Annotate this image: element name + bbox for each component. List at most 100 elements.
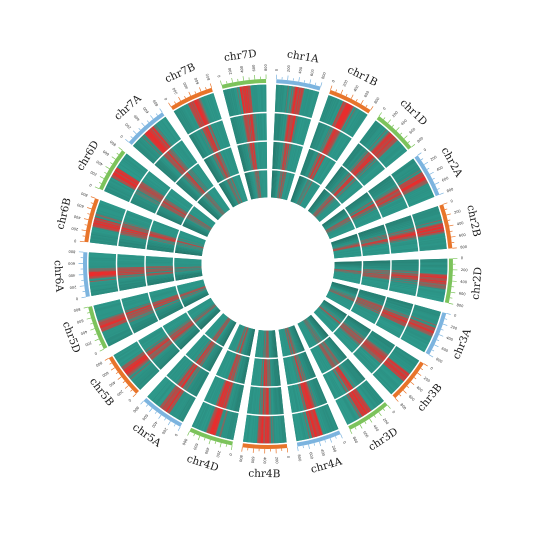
heat-bin — [196, 130, 211, 156]
heat-bin — [385, 216, 412, 227]
heat-bin — [298, 323, 312, 348]
heat-bin — [263, 170, 266, 198]
heat-bin — [390, 242, 418, 247]
heat-bin — [384, 303, 411, 314]
heat-bin — [142, 179, 166, 196]
heat-bin — [389, 287, 417, 294]
heat-bin — [384, 304, 411, 315]
heat-bin — [394, 165, 419, 182]
heat-bin — [271, 170, 274, 198]
heat-bin — [290, 145, 298, 172]
tick-label: 400 — [436, 165, 445, 172]
heat-bin — [155, 123, 174, 146]
heat-bin — [179, 232, 206, 243]
heat-bin — [242, 328, 251, 355]
heat-bin — [391, 267, 419, 270]
heat-bin — [389, 354, 413, 372]
heat-bin — [212, 317, 229, 341]
heat-bin — [352, 307, 377, 321]
heat-bin — [380, 365, 402, 385]
scale-tick — [423, 161, 429, 165]
heat-bin — [130, 201, 156, 214]
heat-bin — [361, 165, 383, 184]
heat-bin — [190, 301, 214, 318]
heat-bin — [310, 191, 329, 214]
heat-bin — [306, 381, 317, 408]
heat-bin — [188, 213, 212, 229]
heat-bin — [196, 307, 218, 326]
heat-bin — [360, 345, 382, 365]
heat-bin — [147, 338, 171, 357]
heat-bin — [394, 164, 418, 181]
heat-bin — [346, 316, 370, 333]
heat-bin — [362, 166, 385, 185]
heat-bin — [221, 150, 233, 176]
heat-bin — [314, 311, 335, 331]
heat-bin — [245, 414, 251, 443]
heat-bin — [363, 124, 383, 147]
heat-bin — [333, 250, 362, 256]
heat-bin — [362, 250, 390, 254]
heat-bin — [386, 220, 413, 230]
heat-bin — [271, 330, 274, 358]
heat-bin — [107, 182, 133, 196]
scale-tick — [423, 363, 428, 367]
heat-bin — [219, 320, 234, 345]
heat-bin — [174, 251, 202, 256]
heat-bin — [333, 135, 349, 160]
heat-bin — [304, 351, 317, 377]
heat-bin — [261, 113, 264, 141]
heat-bin — [204, 194, 224, 216]
scale-tick — [86, 317, 92, 320]
heat-bin — [349, 112, 366, 137]
heat-bin — [232, 384, 240, 411]
heat-bin — [360, 237, 388, 245]
heat-bin — [181, 176, 202, 197]
heat-bin — [390, 248, 419, 253]
heat-bin — [124, 301, 151, 312]
heat-bin — [135, 366, 157, 387]
heat-bin — [148, 377, 168, 399]
heat-bin — [404, 184, 430, 198]
heat-bin — [359, 290, 386, 300]
heat-bin — [340, 106, 355, 131]
heat-bin — [147, 130, 167, 152]
heat-bin — [105, 187, 131, 200]
heat-bin — [317, 201, 339, 221]
heat-bin — [197, 201, 219, 221]
heat-bin — [213, 187, 230, 210]
heat-bin — [168, 149, 188, 172]
heat-bin — [114, 342, 139, 358]
heat-bin — [327, 168, 345, 190]
heat-bin — [150, 341, 173, 360]
heat-bin — [162, 312, 187, 327]
scale-tick — [242, 76, 244, 81]
heat-bin — [334, 270, 362, 275]
track-separator — [144, 140, 392, 388]
scale-tick — [450, 236, 456, 238]
heat-bin — [148, 235, 176, 243]
heat-bin — [368, 176, 392, 193]
heat-bin — [245, 172, 253, 200]
chromosome-label-chr2A: chr2A — [439, 145, 465, 179]
heat-bin — [174, 265, 202, 267]
heat-bin — [257, 415, 261, 444]
heat-bin — [333, 246, 361, 252]
scale-tick — [177, 426, 181, 431]
heat-bin — [417, 228, 444, 235]
heat-bin — [389, 237, 417, 244]
heat-bin — [420, 267, 448, 269]
heat-bin — [176, 327, 198, 346]
heat-bin — [390, 280, 418, 286]
chromosome-ideogram — [83, 79, 453, 449]
heat-bin — [211, 317, 229, 340]
heat-bin — [401, 178, 427, 193]
heat-bin — [277, 358, 281, 386]
heat-bin — [120, 231, 148, 239]
heat-bin — [190, 101, 204, 127]
heat-bin — [216, 409, 226, 437]
heat-bin — [320, 95, 332, 122]
heat-bin — [324, 129, 339, 155]
tick-label: 800 — [373, 96, 381, 105]
heat-bin — [354, 213, 380, 226]
